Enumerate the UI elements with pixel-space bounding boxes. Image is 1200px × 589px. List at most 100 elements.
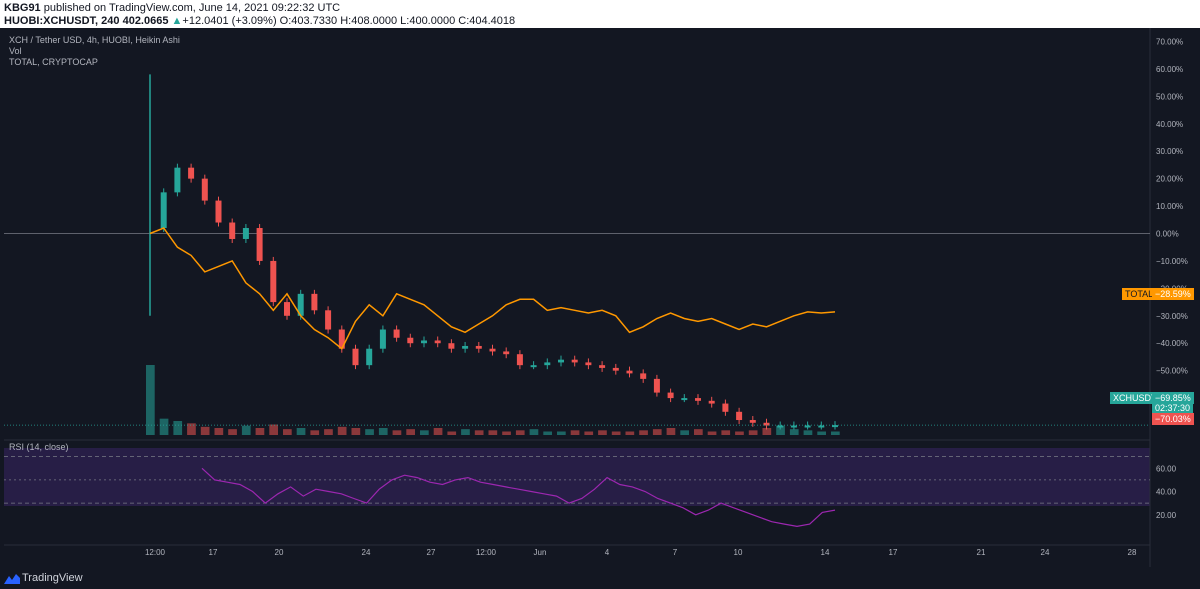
- candle-body: [530, 365, 537, 368]
- time-tick-label: Jun: [534, 548, 547, 557]
- price-change: +12.0401 (+3.09%): [182, 15, 277, 27]
- volume-bar: [241, 425, 251, 435]
- price-tick-label: 20.00%: [1156, 175, 1183, 184]
- total-series-line: [149, 227, 836, 350]
- author-name[interactable]: KBG91: [4, 2, 41, 14]
- candle-body: [818, 425, 825, 428]
- candle-body: [229, 222, 236, 239]
- xch-tag-timer: 02:37:30: [1152, 402, 1194, 414]
- chart-canvas[interactable]: 70.00%60.00%50.00%40.00%30.00%20.00%10.0…: [0, 28, 1200, 567]
- publish-header: KBG91 published on TradingView.com, June…: [0, 0, 1200, 28]
- candle-body: [434, 340, 441, 344]
- volume-bar: [707, 431, 717, 435]
- volume-bar: [639, 430, 648, 435]
- tradingview-logo-icon[interactable]: [4, 572, 20, 584]
- candle-body: [640, 373, 647, 379]
- volume-bar: [515, 430, 525, 435]
- time-tick-label: 17: [209, 548, 218, 557]
- candle-body: [297, 293, 304, 316]
- time-tick-label: 24: [362, 548, 371, 557]
- publish-info: KBG91 published on TradingView.com, June…: [4, 2, 340, 14]
- rsi-line: [201, 467, 836, 528]
- time-tick-label: 7: [673, 548, 678, 557]
- candle-body: [558, 359, 564, 363]
- rsi-tick-label: 40.00: [1156, 488, 1177, 497]
- candle-body: [544, 362, 551, 366]
- candle-body: [462, 345, 469, 349]
- volume-bar: [529, 429, 539, 435]
- volume-bar: [447, 431, 457, 435]
- candle-body: [777, 425, 784, 428]
- volume-bar: [762, 428, 772, 435]
- volume-bar: [351, 428, 361, 435]
- candle-body: [366, 348, 373, 366]
- volume-bar: [433, 428, 443, 435]
- volume-bar: [146, 365, 155, 435]
- candle-body: [489, 348, 496, 352]
- candle-body: [736, 411, 743, 421]
- candle-body: [311, 293, 318, 311]
- ohlc-values: O:403.7330 H:408.0000 L:400.0000 C:404.4…: [279, 15, 516, 27]
- up-arrow-icon: ▲: [171, 15, 183, 27]
- total-tag-name: TOTAL: [1122, 288, 1157, 300]
- candle-body: [626, 370, 633, 374]
- total-legend[interactable]: TOTAL, CRYPTOCAP: [9, 57, 98, 67]
- tradingview-brand[interactable]: TradingView: [22, 572, 83, 584]
- candle-body: [174, 167, 181, 193]
- volume-bar: [255, 428, 265, 435]
- candle-body: [215, 200, 222, 223]
- volume-bar: [543, 431, 552, 435]
- candle-body: [695, 398, 701, 401]
- volume-bar: [420, 430, 429, 435]
- candle-body: [256, 228, 263, 261]
- time-tick-label: 28: [1128, 548, 1137, 557]
- volume-bar: [283, 429, 292, 435]
- candle-body: [188, 167, 195, 179]
- main-legend[interactable]: XCH / Tether USD, 4h, HUOBI, Heikin Ashi: [9, 35, 180, 45]
- vol-legend[interactable]: Vol: [9, 46, 22, 56]
- volume-bar: [694, 429, 703, 435]
- price-tick-label: −30.00%: [1156, 312, 1188, 321]
- candle-body: [475, 345, 482, 349]
- candle-body: [571, 359, 578, 363]
- candle-body: [393, 329, 400, 338]
- volume-bar: [570, 430, 580, 435]
- candle-body: [448, 343, 455, 349]
- price-tick-label: −10.00%: [1156, 257, 1188, 266]
- time-tick-label: 24: [1041, 548, 1050, 557]
- volume-bar: [337, 426, 347, 435]
- symbol-info: HUOBI:XCHUSDT, 240 402.0665 ▲+12.0401 (+…: [4, 15, 515, 27]
- xch-tag-value: −69.85%: [1152, 392, 1194, 404]
- rsi-band: [4, 448, 1150, 506]
- candle-body: [421, 340, 427, 344]
- volume-bar: [378, 428, 388, 435]
- footer-bar: [0, 567, 1200, 589]
- volume-bar: [228, 429, 237, 435]
- candle-body: [379, 329, 386, 349]
- price-tick-label: 50.00%: [1156, 92, 1183, 101]
- volume-bar: [200, 426, 210, 435]
- candle-body: [790, 425, 797, 428]
- volume-bar: [324, 429, 333, 435]
- candle-body: [722, 403, 729, 412]
- time-tick-label: 12:00: [145, 548, 166, 557]
- volume-bar: [584, 431, 594, 435]
- candle-body: [653, 378, 660, 393]
- rsi-tick-label: 60.00: [1156, 464, 1177, 473]
- volume-bar: [269, 424, 278, 435]
- volume-bar: [831, 431, 840, 435]
- volume-bar: [625, 431, 635, 435]
- time-tick-label: 12:00: [476, 548, 497, 557]
- volume-bar: [611, 431, 621, 435]
- candle-body: [338, 329, 345, 349]
- candle-body: [284, 302, 290, 316]
- candle-body: [612, 367, 619, 371]
- volume-bar: [406, 429, 415, 435]
- candle-body: [201, 178, 208, 201]
- symbol-price: HUOBI:XCHUSDT, 240 402.0665: [4, 15, 169, 27]
- price-tick-label: −50.00%: [1156, 367, 1188, 376]
- candle-body: [749, 420, 756, 423]
- rsi-legend[interactable]: RSI (14, close): [9, 442, 69, 452]
- volume-bar: [652, 429, 662, 435]
- candle-body: [516, 354, 523, 366]
